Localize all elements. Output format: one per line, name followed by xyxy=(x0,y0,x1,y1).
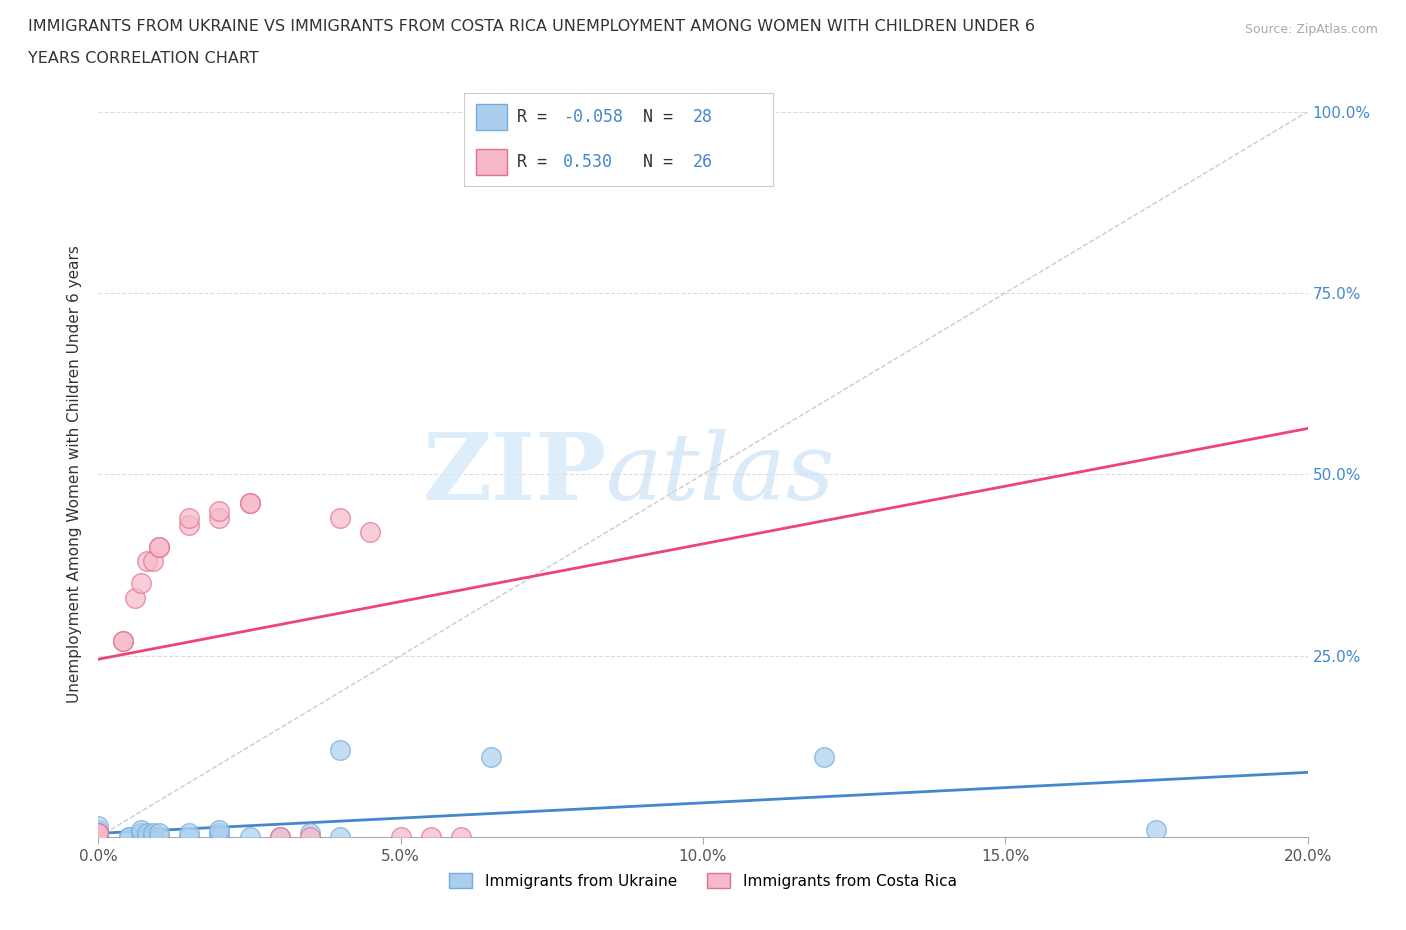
Point xyxy=(239,830,262,844)
Point xyxy=(148,826,170,841)
Text: IMMIGRANTS FROM UKRAINE VS IMMIGRANTS FROM COSTA RICA UNEMPLOYMENT AMONG WOMEN W: IMMIGRANTS FROM UKRAINE VS IMMIGRANTS FR… xyxy=(28,19,1035,33)
Point xyxy=(179,511,201,525)
Point xyxy=(87,822,110,837)
Point xyxy=(87,826,110,841)
Legend: Immigrants from Ukraine, Immigrants from Costa Rica: Immigrants from Ukraine, Immigrants from… xyxy=(443,867,963,895)
Point xyxy=(124,591,146,605)
Point xyxy=(118,830,141,844)
Text: Source: ZipAtlas.com: Source: ZipAtlas.com xyxy=(1244,23,1378,36)
Point xyxy=(111,633,134,648)
Point xyxy=(129,822,152,837)
Text: 28: 28 xyxy=(693,108,713,126)
Point xyxy=(481,155,503,170)
Text: 26: 26 xyxy=(693,153,713,171)
Point xyxy=(450,830,472,844)
Point xyxy=(87,830,110,844)
Text: R =: R = xyxy=(516,153,557,171)
Point xyxy=(299,826,322,841)
Point xyxy=(135,554,157,569)
Point xyxy=(481,750,503,764)
Text: -0.058: -0.058 xyxy=(562,108,623,126)
Point xyxy=(118,830,141,844)
Point xyxy=(239,496,262,511)
Point xyxy=(329,511,352,525)
Text: 0.530: 0.530 xyxy=(562,153,613,171)
Point xyxy=(142,826,165,841)
Point xyxy=(208,830,231,844)
Point xyxy=(1144,822,1167,837)
Point xyxy=(129,826,152,841)
Point xyxy=(208,822,231,837)
Point xyxy=(87,830,110,844)
Point xyxy=(208,503,231,518)
FancyBboxPatch shape xyxy=(477,104,508,130)
Point xyxy=(87,830,110,844)
Point xyxy=(87,826,110,841)
Point xyxy=(87,826,110,841)
Text: YEARS CORRELATION CHART: YEARS CORRELATION CHART xyxy=(28,51,259,66)
Point xyxy=(179,830,201,844)
Point xyxy=(239,496,262,511)
Point xyxy=(208,511,231,525)
Point xyxy=(208,826,231,841)
Text: N =: N = xyxy=(644,153,683,171)
Point xyxy=(87,818,110,833)
Point xyxy=(135,826,157,841)
Point xyxy=(148,830,170,844)
Point xyxy=(269,830,291,844)
FancyBboxPatch shape xyxy=(477,149,508,175)
Point xyxy=(148,539,170,554)
Y-axis label: Unemployment Among Women with Children Under 6 years: Unemployment Among Women with Children U… xyxy=(67,246,83,703)
Point xyxy=(813,750,835,764)
Text: R =: R = xyxy=(516,108,557,126)
Point xyxy=(329,742,352,757)
Point xyxy=(269,830,291,844)
Point xyxy=(135,830,157,844)
Point xyxy=(360,525,382,539)
Point xyxy=(179,826,201,841)
Point xyxy=(142,554,165,569)
Text: N =: N = xyxy=(644,108,683,126)
Point xyxy=(87,830,110,844)
Point xyxy=(389,830,412,844)
Point xyxy=(148,539,170,554)
Point xyxy=(111,633,134,648)
Point xyxy=(299,830,322,844)
Text: atlas: atlas xyxy=(606,430,835,519)
Text: ZIP: ZIP xyxy=(422,430,606,519)
Point xyxy=(179,518,201,533)
Point xyxy=(142,830,165,844)
Point xyxy=(129,576,152,591)
Point xyxy=(329,830,352,844)
Point xyxy=(420,830,443,844)
